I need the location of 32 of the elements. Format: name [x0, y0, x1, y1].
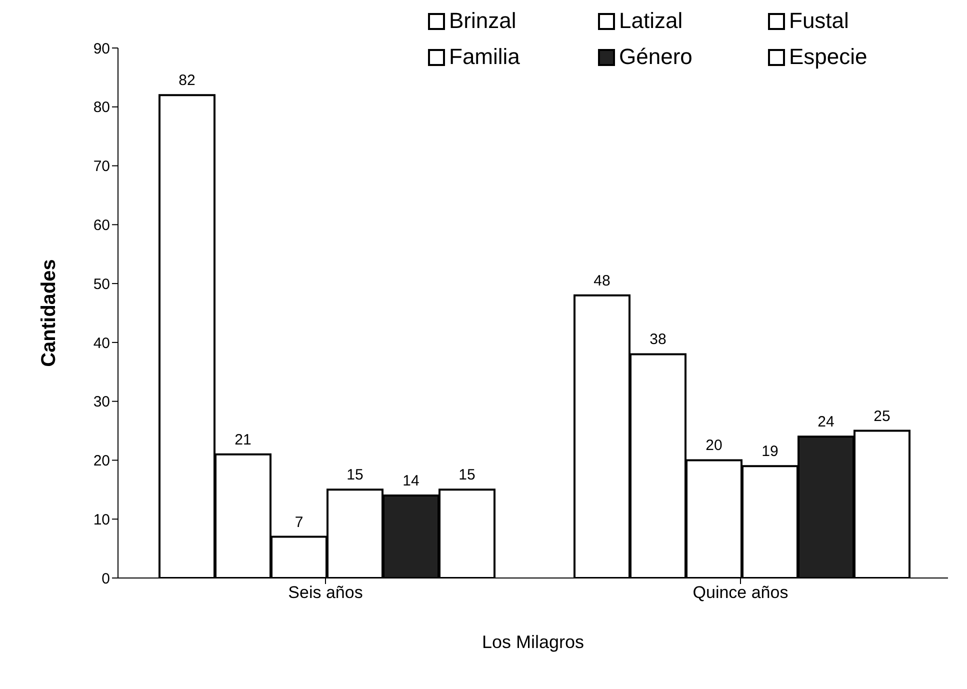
y-tick-label: 70 [93, 158, 110, 176]
y-tick-label: 60 [93, 216, 110, 234]
data-label: 7 [294, 514, 304, 531]
y-tick-label: 10 [93, 511, 110, 528]
legend-label: Latizal [619, 8, 683, 34]
x-axis-title: Los Milagros [482, 632, 584, 652]
data-label: 14 [402, 472, 420, 490]
x-tick-label: Quince años [692, 583, 788, 602]
legend-label: Familia [449, 44, 520, 70]
y-tick-label: 80 [93, 99, 110, 116]
y-tick-label: 50 [93, 276, 110, 293]
y-tick-label: 90 [93, 40, 110, 58]
legend-label: Fustal [789, 8, 849, 34]
y-tick-label: 30 [93, 394, 110, 411]
data-label: 48 [594, 272, 610, 290]
data-label: 19 [762, 443, 778, 460]
legend-label: Brinzal [449, 8, 516, 34]
data-label: 20 [706, 437, 722, 454]
y-tick-label: 40 [93, 334, 110, 352]
y-axis-title: Cantidades [38, 259, 60, 367]
y-tick-label: 20 [93, 452, 110, 470]
data-label: 82 [178, 72, 196, 90]
legend-label: Género [619, 44, 692, 70]
x-tick-label: Seis años [288, 583, 363, 602]
data-label: 38 [650, 331, 666, 348]
data-label: 15 [346, 466, 364, 484]
data-label: 25 [874, 408, 890, 425]
data-label: 21 [234, 431, 252, 448]
data-label: 15 [458, 466, 476, 484]
legend-label: Especie [789, 44, 868, 70]
data-label: 24 [818, 414, 834, 431]
y-tick-label: 0 [102, 570, 110, 588]
